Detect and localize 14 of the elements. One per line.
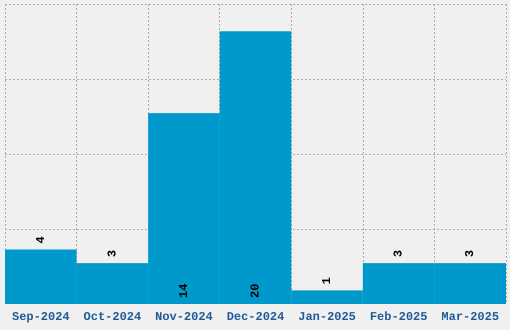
x-tick-label: Jan-2025 xyxy=(298,310,356,324)
data-label: 3 xyxy=(392,250,406,258)
x-tick-label: Nov-2024 xyxy=(155,310,213,324)
x-tick-label: Feb-2025 xyxy=(370,310,428,324)
data-label: 1 xyxy=(320,277,334,284)
data-label: 14 xyxy=(176,284,191,298)
data-label: 3 xyxy=(105,250,120,258)
x-tick-label: Dec-2024 xyxy=(226,310,284,324)
data-label: 20 xyxy=(248,284,262,298)
x-tick-label: Mar-2025 xyxy=(441,310,500,324)
x-tick-label: Oct-2024 xyxy=(84,310,142,324)
data-label: 4 xyxy=(34,236,48,244)
x-tick-label: Sep-2024 xyxy=(12,310,70,324)
data-label: 3 xyxy=(463,250,478,258)
